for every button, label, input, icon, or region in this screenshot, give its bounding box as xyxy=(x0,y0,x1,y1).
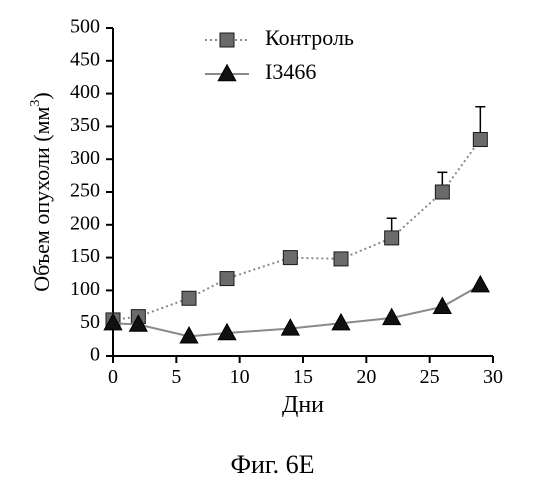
x-tick-label: 0 xyxy=(108,366,118,388)
legend-item: I3466 xyxy=(205,59,316,84)
x-tick-label: 25 xyxy=(420,366,440,388)
x-tick-label: 5 xyxy=(171,366,181,388)
y-tick-label: 200 xyxy=(70,212,100,234)
y-tick-label: 400 xyxy=(70,81,100,103)
y-tick-label: 150 xyxy=(70,245,100,267)
y-tick-label: 100 xyxy=(70,278,100,300)
x-tick-label: 10 xyxy=(230,366,250,388)
x-tick-label: 15 xyxy=(293,366,313,388)
page-root: 0 50 100 150 200 250 300 350 400 450 500 0 5 10 15 20 25… xyxy=(0,0,545,500)
y-tick-label: 0 xyxy=(90,344,100,366)
y-axis-title: Объем опухоли (мм3) xyxy=(28,92,54,292)
legend-label: I3466 xyxy=(265,59,316,84)
y-tick-label: 350 xyxy=(70,114,100,136)
series-i3466 xyxy=(104,276,489,343)
figure-caption: Фиг. 6Е xyxy=(0,450,545,480)
y-tick-label: 450 xyxy=(70,48,100,70)
y-tick-label: 300 xyxy=(70,147,100,169)
y-tick-label: 50 xyxy=(80,311,100,333)
x-tick-label: 30 xyxy=(483,366,503,388)
legend-item: Контроль xyxy=(205,25,354,50)
y-tick-label: 250 xyxy=(70,180,100,202)
y-tick-label: 500 xyxy=(70,16,100,38)
x-axis-title: Дни xyxy=(282,392,324,418)
legend-label: Контроль xyxy=(265,25,354,50)
chart-svg: 0 50 100 150 200 250 300 350 400 450 500 0 5 10 15 20 25… xyxy=(25,10,525,440)
series-control xyxy=(106,107,487,327)
chart-container: 0 50 100 150 200 250 300 350 400 450 500 0 5 10 15 20 25… xyxy=(25,10,525,440)
x-tick-label: 20 xyxy=(356,366,376,388)
